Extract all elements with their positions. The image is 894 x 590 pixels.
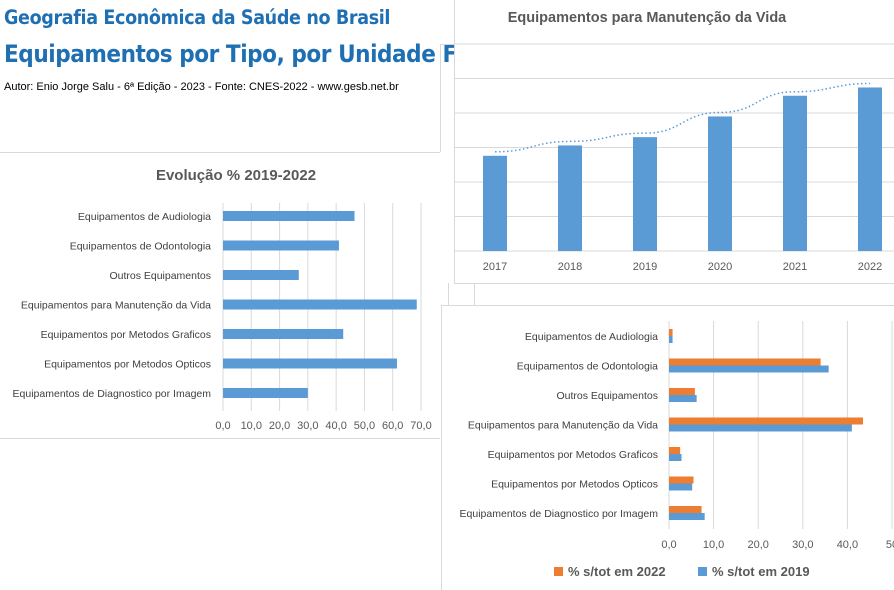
category-label: Outros Equipamentos <box>109 270 211 282</box>
x-tick-label: 60,0 <box>382 420 403 432</box>
page-title: Geografia Econômica da Saúde no Brasil <box>4 6 391 29</box>
bar-2 <box>223 270 299 280</box>
bar-2019-1 <box>669 365 829 373</box>
bar-2019-4 <box>669 454 682 461</box>
bar-3 <box>223 299 417 310</box>
category-label: Equipamentos de Diagnostico por Imagem <box>13 388 212 400</box>
x-tick-label: 2019 <box>633 261 657 273</box>
x-tick-label: 10,0 <box>241 420 262 432</box>
x-tick-label: 0,0 <box>661 539 676 551</box>
bar-0 <box>223 211 355 221</box>
category-label: Equipamentos de Odontologia <box>517 361 658 373</box>
divider <box>474 283 475 305</box>
bar-2020 <box>708 116 732 251</box>
bar-2019-3 <box>669 424 852 432</box>
bar-4 <box>223 329 344 339</box>
bar-6 <box>223 388 308 398</box>
chart-panel-evolution[interactable]: Evolução % 2019-2022 0,0 10,0 20,0 30,0 40,0 5… <box>0 152 440 439</box>
x-tick-label: 10,0 <box>703 539 724 551</box>
bar-2019-2 <box>669 395 697 402</box>
author-credit: Autor: Enio Jorge Salu - 6ª Edição - 202… <box>4 81 399 93</box>
bar-2017 <box>483 155 507 251</box>
bar-5 <box>223 358 397 369</box>
category-label: Equipamentos por Metodos Opticos <box>491 479 658 491</box>
category-label: Equipamentos para Manutenção da Vida <box>21 300 211 312</box>
divider <box>440 44 441 152</box>
chart-share: 0,0 10,0 20,0 30,0 40,0 50 Equipamentos de Aud… <box>460 321 894 579</box>
divider <box>448 283 449 305</box>
category-label: Outros Equipamentos <box>556 390 658 402</box>
category-label: Equipamentos de Diagnostico por Imagem <box>460 508 659 520</box>
x-tick-label: 30,0 <box>792 539 813 551</box>
x-tick-label: 30,0 <box>297 420 318 432</box>
bar-2019 <box>633 137 657 251</box>
chart-panel-life-support[interactable]: Equipamentos para Manutenção da Vida 2017… <box>454 0 894 284</box>
x-tick-label: 2020 <box>708 261 732 273</box>
divider <box>440 44 454 45</box>
category-label: Equipamentos para Manutenção da Vida <box>468 420 658 432</box>
category-label: Equipamentos por Metodos Graficos <box>41 329 211 341</box>
legend-swatch <box>698 567 707 576</box>
category-label: Equipamentos de Audiologia <box>78 211 211 223</box>
chart-evolution: Evolução % 2019-2022 0,0 10,0 20,0 30,0 40,0 5… <box>13 167 432 432</box>
bar-2019-0 <box>669 336 673 343</box>
bar-2019-6 <box>669 513 705 520</box>
bar-2022-5 <box>669 476 694 484</box>
bar-2022-6 <box>669 506 702 513</box>
bar-2019-5 <box>669 483 693 491</box>
x-tick-label: 40,0 <box>325 420 346 432</box>
bar-2022-3 <box>669 417 864 425</box>
x-tick-label: 70,0 <box>410 420 431 432</box>
x-tick-label: 50,0 <box>354 420 375 432</box>
x-tick-label: 50 <box>886 539 894 551</box>
legend-swatch <box>554 567 563 576</box>
x-tick-label: 2017 <box>483 261 507 273</box>
category-label: Equipamentos por Metodos Graficos <box>488 449 658 461</box>
x-tick-label: 2022 <box>858 261 882 273</box>
category-label: Equipamentos por Metodos Opticos <box>44 359 211 371</box>
bar-1 <box>223 240 339 251</box>
x-tick-label: 2021 <box>783 261 807 273</box>
category-label: Equipamentos de Odontologia <box>70 241 211 253</box>
bar-2022-4 <box>669 447 681 454</box>
legend-label: % s/tot em 2019 <box>712 564 810 579</box>
x-tick-label: 0,0 <box>215 420 230 432</box>
chart-panel-share[interactable]: 0,0 10,0 20,0 30,0 40,0 50 Equipamentos de Aud… <box>441 305 894 590</box>
bar-2022-0 <box>669 329 673 336</box>
bar-2022 <box>858 87 882 251</box>
category-label: Equipamentos de Audiologia <box>525 331 658 343</box>
bar-2022-2 <box>669 388 695 395</box>
x-tick-label: 2018 <box>558 261 582 273</box>
x-tick-label: 40,0 <box>837 539 858 551</box>
x-tick-label: 20,0 <box>747 539 768 551</box>
chart-life-support: Equipamentos para Manutenção da Vida 2017… <box>455 10 894 273</box>
x-tick-label: 20,0 <box>269 420 290 432</box>
bar-2021 <box>783 95 807 251</box>
trendline <box>494 82 871 153</box>
legend-label: % s/tot em 2022 <box>568 564 666 579</box>
bar-2022-1 <box>669 358 821 366</box>
chart-title: Equipamentos para Manutenção da Vida <box>508 10 787 26</box>
chart-title: Evolução % 2019-2022 <box>156 167 316 184</box>
bar-2018 <box>558 145 582 251</box>
